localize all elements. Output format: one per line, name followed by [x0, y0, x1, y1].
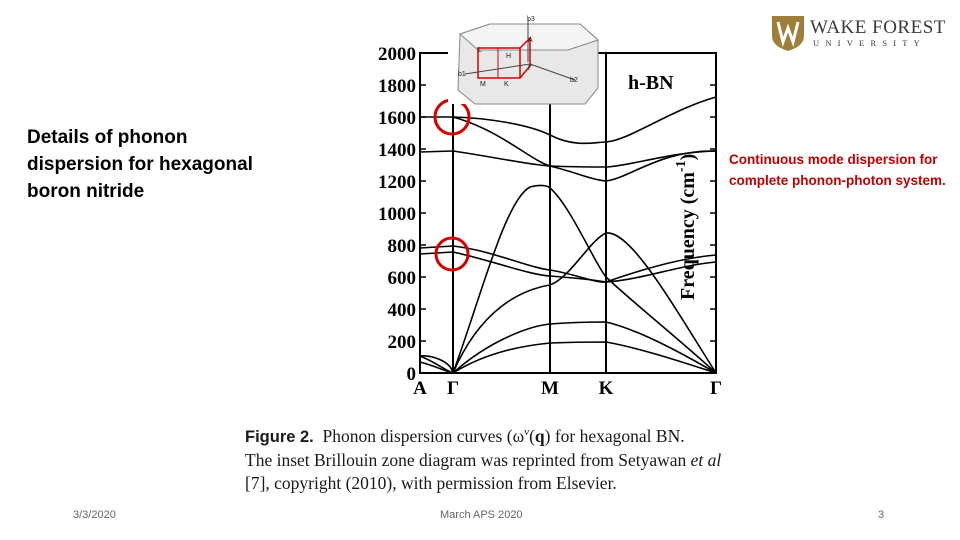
logo-subtitle: UNIVERSITY [813, 38, 926, 48]
x-tick-gamma-end: Γ [710, 378, 722, 399]
svg-text:b1: b1 [458, 71, 466, 78]
figure-caption: Figure 2. Phonon dispersion curves (ων(q… [245, 425, 722, 493]
svg-text:L: L [478, 47, 482, 54]
material-label: h-BN [628, 72, 674, 94]
highlight-circle-lower [434, 236, 470, 272]
y-tick-200: 200 [388, 332, 417, 353]
y-tick-1200: 1200 [378, 172, 416, 193]
footer-date: 3/3/2020 [73, 509, 116, 521]
x-tick-gamma: Γ [447, 378, 459, 399]
svg-text:H: H [506, 53, 511, 60]
wake-forest-logo-mark [772, 16, 804, 51]
y-tick-600: 600 [388, 268, 417, 289]
logo-name: WAKE FOREST [810, 17, 946, 38]
y-tick-0: 0 [407, 364, 417, 385]
x-tick-A: A [413, 378, 427, 399]
phonon-dispersion-plot: Frequency (cm-1) 0 200 400 600 800 1000 … [378, 14, 722, 399]
svg-text:Γ: Γ [528, 65, 532, 72]
svg-text:M: M [480, 81, 486, 88]
dispersion-curves [419, 96, 717, 374]
y-tick-400: 400 [388, 300, 417, 321]
y-axis-label: Frequency (cm-1) [674, 154, 699, 300]
y-tick-1000: 1000 [378, 204, 416, 225]
y-tick-1600: 1600 [378, 108, 416, 129]
right-description: Continuous mode dispersion for complete … [729, 152, 946, 188]
x-tick-M: M [541, 378, 559, 399]
y-tick-1400: 1400 [378, 140, 416, 161]
svg-text:A: A [528, 37, 533, 44]
y-tick-2000: 2000 [378, 44, 416, 65]
svg-text:b2: b2 [570, 77, 578, 84]
svg-text:K: K [504, 81, 509, 88]
footer-center: March APS 2020 [440, 509, 523, 521]
y-tick-1800: 1800 [378, 76, 416, 97]
caption-label: Figure 2. [245, 427, 314, 446]
footer-page-number: 3 [878, 509, 885, 521]
x-tick-K: K [599, 378, 614, 399]
svg-text:b3: b3 [527, 16, 535, 23]
y-tick-800: 800 [388, 236, 417, 257]
brillouin-zone-inset: b3 A L H b1 M K Γ b2 [448, 14, 599, 105]
left-description: Details of phonon dispersion for hexagon… [27, 127, 253, 202]
